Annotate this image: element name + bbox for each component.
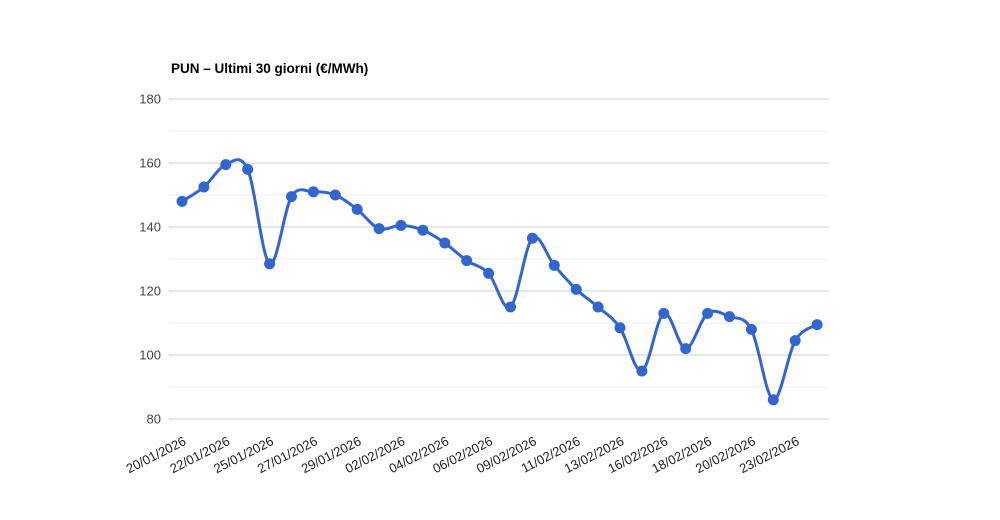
data-point-marker[interactable] [264, 258, 276, 270]
data-point-marker[interactable] [351, 203, 363, 215]
data-point-marker[interactable] [461, 255, 473, 267]
data-point-marker[interactable] [505, 301, 516, 313]
data-point-marker[interactable] [395, 219, 407, 231]
y-axis-tick-label: 160 [139, 156, 161, 171]
data-point-marker[interactable] [811, 319, 823, 331]
data-point-marker[interactable] [439, 237, 451, 249]
data-point-marker[interactable] [242, 163, 254, 175]
data-point-marker[interactable] [702, 307, 714, 319]
data-point-marker[interactable] [789, 335, 801, 347]
data-point-marker[interactable] [526, 232, 538, 244]
data-point-marker[interactable] [286, 191, 297, 203]
y-axis-tick-label: 80 [147, 412, 161, 427]
data-point-marker[interactable] [570, 283, 582, 295]
data-point-marker[interactable] [307, 186, 319, 198]
data-point-marker[interactable] [548, 259, 560, 271]
data-point-marker[interactable] [745, 323, 757, 335]
y-axis-tick-label: 140 [139, 220, 161, 235]
data-point-marker[interactable] [636, 365, 648, 377]
data-point-marker[interactable] [198, 181, 210, 193]
data-point-marker[interactable] [483, 267, 495, 279]
series-line [180, 158, 819, 402]
data-point-marker[interactable] [614, 322, 626, 334]
y-axis-tick-label: 100 [139, 348, 161, 363]
y-axis-tick-label: 120 [139, 284, 161, 299]
y-axis-tick-label: 180 [139, 92, 161, 107]
data-point-marker[interactable] [680, 343, 692, 355]
data-point-marker[interactable] [220, 159, 232, 171]
data-point-marker[interactable] [592, 301, 604, 313]
data-point-marker[interactable] [658, 307, 670, 319]
data-point-marker[interactable] [724, 311, 735, 323]
chart-title: PUN – Ultimi 30 giorni (€/MWh) [171, 61, 369, 76]
data-point-marker[interactable] [329, 189, 341, 201]
data-point-marker[interactable] [767, 394, 779, 406]
data-point-marker[interactable] [417, 224, 429, 236]
data-point-marker[interactable] [373, 223, 385, 235]
data-point-marker[interactable] [176, 195, 188, 207]
